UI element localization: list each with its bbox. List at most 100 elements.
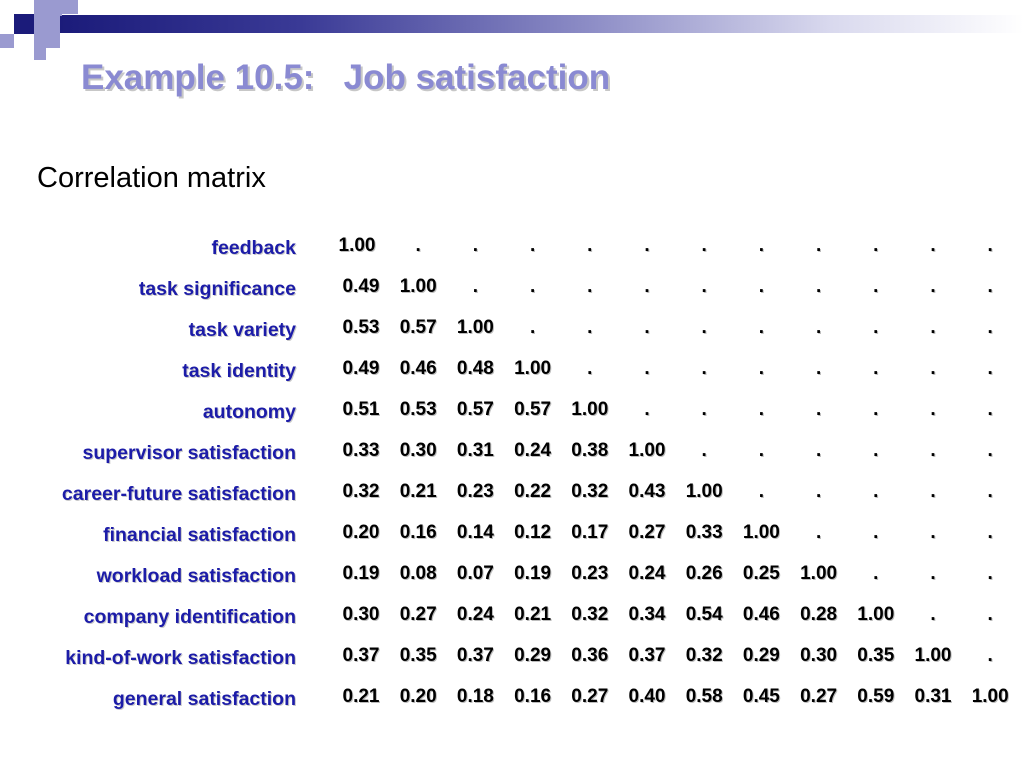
matrix-cell: 0.21 [514, 604, 552, 625]
matrix-cell-empty: . [815, 481, 822, 502]
row-label: kind-of-work satisfaction [65, 647, 296, 669]
decor-square-white [14, 34, 34, 48]
matrix-cell-empty: . [758, 481, 765, 502]
matrix-cell: 0.30 [399, 440, 437, 461]
matrix-cell-empty: . [873, 235, 879, 256]
matrix-cell-empty: . [987, 317, 993, 338]
matrix-cell: 1.00 [399, 276, 437, 297]
matrix-cell-empty: . [987, 481, 993, 502]
matrix-cell: 0.58 [685, 686, 723, 707]
matrix-cell: 0.33 [342, 440, 380, 461]
matrix-cell: 0.49 [342, 276, 380, 297]
matrix-cell: 0.46 [399, 358, 437, 379]
matrix-cell: 0.21 [342, 686, 380, 707]
matrix-cell-empty: . [987, 563, 993, 584]
matrix-cell-empty: . [529, 317, 536, 338]
matrix-cell-empty: . [815, 276, 822, 297]
matrix-cell: 0.27 [399, 604, 437, 625]
matrix-cell-empty: . [815, 399, 822, 420]
matrix-cell-empty: . [758, 276, 765, 297]
decor-square-light [34, 15, 60, 34]
matrix-cell: 0.24 [628, 563, 666, 584]
matrix-cell: 0.38 [571, 440, 609, 461]
matrix-cell: 0.29 [742, 645, 780, 666]
matrix-cell: 0.16 [399, 522, 437, 543]
decor-square-light [0, 34, 14, 48]
matrix-cell-empty: . [873, 563, 879, 584]
matrix-cell-empty: . [758, 317, 765, 338]
row-label: task significance [138, 278, 296, 300]
matrix-cell: 0.53 [399, 399, 437, 420]
matrix-cell: 0.37 [342, 645, 380, 666]
matrix-cell-empty: . [930, 399, 936, 420]
matrix-cell-empty: . [930, 481, 936, 502]
matrix-cell: 1.00 [914, 645, 952, 666]
matrix-cell: 0.27 [628, 522, 666, 543]
matrix-cell: 0.32 [342, 481, 380, 502]
matrix-cell: 0.57 [399, 317, 437, 338]
matrix-cell-empty: . [701, 358, 707, 379]
matrix-cell-empty: . [873, 440, 879, 461]
matrix-cell: 0.32 [571, 481, 609, 502]
matrix-cell-empty: . [930, 358, 936, 379]
row-label: task variety [188, 319, 296, 341]
matrix-cell: 0.59 [857, 686, 895, 707]
matrix-cell-empty: . [930, 276, 936, 297]
matrix-cell: 0.45 [742, 686, 780, 707]
matrix-cell-empty: . [587, 358, 593, 379]
matrix-cell-empty: . [815, 358, 822, 379]
matrix-cell-empty: . [644, 235, 650, 256]
row-label: career-future satisfaction [61, 483, 296, 505]
matrix-cell-empty: . [930, 522, 936, 543]
matrix-cell: 0.23 [571, 563, 609, 584]
matrix-cell: 1.00 [742, 522, 780, 543]
matrix-cell-empty: . [987, 276, 993, 297]
matrix-cell-empty: . [815, 235, 822, 256]
row-label: financial satisfaction [103, 524, 296, 546]
matrix-cell: 0.30 [800, 645, 838, 666]
matrix-cell-empty: . [644, 317, 650, 338]
matrix-cell: 0.21 [399, 481, 437, 502]
header-gradient-bar [60, 15, 1024, 33]
matrix-cell-empty: . [758, 440, 765, 461]
page-title: Example 10.5: Job satisfaction [81, 58, 611, 97]
matrix-cell-empty: . [644, 399, 650, 420]
matrix-cell: 0.22 [514, 481, 552, 502]
decor-square-light [34, 0, 62, 16]
decor-square-dark [14, 14, 34, 34]
matrix-cell-empty: . [701, 235, 707, 256]
matrix-cell: 0.40 [628, 686, 666, 707]
matrix-cell: 0.23 [456, 481, 494, 502]
decor-square-light [60, 0, 78, 14]
matrix-cell: 0.16 [514, 686, 552, 707]
matrix-cell-empty: . [930, 604, 936, 625]
matrix-cell-empty: . [758, 358, 765, 379]
matrix-cell: 0.48 [456, 358, 494, 379]
matrix-cell: 0.57 [456, 399, 494, 420]
row-label: autonomy [202, 401, 296, 423]
matrix-cell: 1.00 [456, 317, 494, 338]
matrix-cell-empty: . [873, 522, 879, 543]
matrix-cell: 1.00 [685, 481, 723, 502]
matrix-cell: 0.49 [342, 358, 380, 379]
matrix-cell: 0.31 [456, 440, 494, 461]
matrix-cell: 0.30 [342, 604, 380, 625]
matrix-cell-empty: . [873, 317, 879, 338]
matrix-cell-empty: . [873, 481, 879, 502]
matrix-cell-empty: . [587, 276, 593, 297]
matrix-cell: 0.12 [514, 522, 552, 543]
matrix-cell: 1.00 [571, 399, 609, 420]
matrix-cell-empty: . [758, 235, 765, 256]
matrix-cell: 0.46 [742, 604, 780, 625]
matrix-cell-empty: . [815, 317, 822, 338]
matrix-cell-empty: . [987, 358, 993, 379]
matrix-cell: 0.20 [399, 686, 437, 707]
matrix-cell-empty: . [930, 563, 936, 584]
decor-square-light [34, 34, 60, 48]
matrix-cell: 1.00 [857, 604, 895, 625]
matrix-cell: 0.24 [514, 440, 552, 461]
matrix-cell: 0.18 [456, 686, 494, 707]
matrix-cell-empty: . [987, 440, 993, 461]
matrix-cell: 0.32 [685, 645, 723, 666]
